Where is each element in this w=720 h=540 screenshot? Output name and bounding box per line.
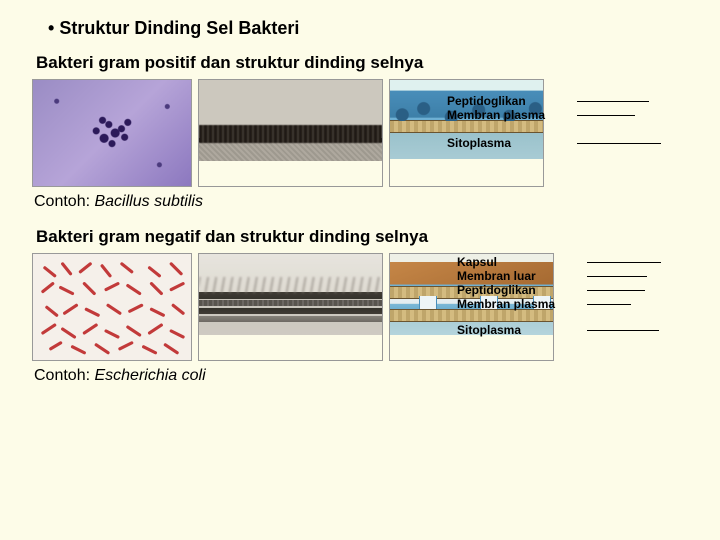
label-cytoplasm: Sitoplasma	[447, 136, 577, 150]
label-outer-membrane: Membran luar	[457, 269, 587, 283]
gn-example: Escherichia coli	[94, 367, 205, 384]
page-title: Struktur Dinding Sel Bakteri	[48, 18, 690, 39]
gp-caption: Contoh: Bacillus subtilis	[34, 193, 690, 211]
gn-caption: Contoh: Escherichia coli	[34, 367, 690, 385]
label-cytoplasm-gn: Sitoplasma	[457, 323, 587, 337]
gram-positive-row	[32, 79, 690, 187]
gram-positive-heading: Bakteri gram positif dan struktur dindin…	[36, 53, 690, 73]
label-peptidoglycan-gn: Peptidoglikan	[457, 283, 587, 297]
gram-negative-heading: Bakteri gram negatif dan struktur dindin…	[36, 227, 690, 247]
gp-micrograph-em	[198, 79, 383, 187]
gn-micrograph-stain	[32, 253, 192, 361]
label-capsule: Kapsul	[457, 255, 587, 269]
gp-labels: Peptidoglikan Membran plasma Sitoplasma	[447, 94, 577, 150]
label-peptidoglycan: Peptidoglikan	[447, 94, 577, 108]
gn-micrograph-em	[198, 253, 383, 361]
gn-labels: Kapsul Membran luar Peptidoglikan Membra…	[457, 255, 587, 337]
label-plasma-membrane: Membran plasma	[447, 108, 577, 122]
label-plasma-membrane-gn: Membran plasma	[457, 297, 587, 311]
gram-negative-row	[32, 253, 690, 361]
caption-prefix: Contoh:	[34, 193, 94, 210]
gp-micrograph-stain	[32, 79, 192, 187]
gp-example: Bacillus subtilis	[94, 193, 202, 210]
caption-prefix-gn: Contoh:	[34, 367, 94, 384]
